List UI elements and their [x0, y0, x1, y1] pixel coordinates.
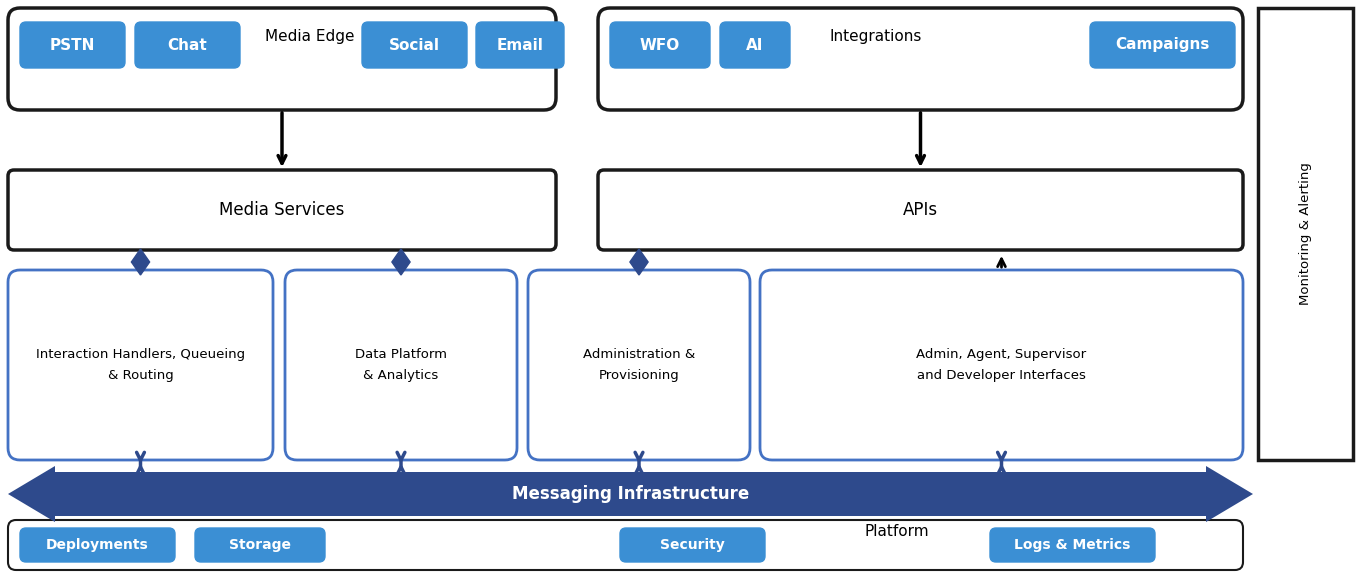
- FancyBboxPatch shape: [20, 22, 125, 68]
- FancyBboxPatch shape: [8, 270, 274, 460]
- Text: Interaction Handlers, Queueing
& Routing: Interaction Handlers, Queueing & Routing: [35, 348, 245, 382]
- Text: Storage: Storage: [229, 538, 291, 552]
- FancyBboxPatch shape: [195, 528, 325, 562]
- Text: Deployments: Deployments: [46, 538, 148, 552]
- Text: Administration &
Provisioning: Administration & Provisioning: [583, 348, 695, 382]
- Bar: [1258, 8, 1353, 460]
- Text: Campaigns: Campaigns: [1115, 38, 1210, 53]
- Text: Email: Email: [497, 38, 543, 53]
- Text: PSTN: PSTN: [50, 38, 95, 53]
- Text: Platform: Platform: [864, 524, 930, 539]
- Text: Media Edge: Media Edge: [264, 28, 354, 43]
- Text: Integrations: Integrations: [829, 28, 921, 43]
- Text: APIs: APIs: [902, 201, 938, 219]
- FancyBboxPatch shape: [20, 528, 176, 562]
- FancyBboxPatch shape: [989, 528, 1155, 562]
- FancyBboxPatch shape: [135, 22, 240, 68]
- FancyBboxPatch shape: [8, 520, 1243, 570]
- Text: Chat: Chat: [167, 38, 207, 53]
- Polygon shape: [132, 249, 150, 275]
- Polygon shape: [630, 249, 648, 275]
- Polygon shape: [1206, 466, 1253, 522]
- FancyBboxPatch shape: [597, 8, 1243, 110]
- Text: WFO: WFO: [640, 38, 680, 53]
- Polygon shape: [8, 466, 54, 522]
- FancyBboxPatch shape: [1090, 22, 1234, 68]
- Text: Security: Security: [660, 538, 725, 552]
- Text: AI: AI: [746, 38, 764, 53]
- Polygon shape: [392, 249, 410, 275]
- Bar: [53, 472, 1209, 516]
- Text: Logs & Metrics: Logs & Metrics: [1014, 538, 1131, 552]
- Text: Data Platform
& Analytics: Data Platform & Analytics: [355, 348, 446, 382]
- FancyBboxPatch shape: [621, 528, 765, 562]
- FancyBboxPatch shape: [720, 22, 789, 68]
- Text: Monitoring & Alerting: Monitoring & Alerting: [1298, 163, 1312, 305]
- FancyBboxPatch shape: [284, 270, 517, 460]
- FancyBboxPatch shape: [610, 22, 710, 68]
- Text: Admin, Agent, Supervisor
and Developer Interfaces: Admin, Agent, Supervisor and Developer I…: [916, 348, 1086, 382]
- FancyBboxPatch shape: [8, 8, 557, 110]
- FancyBboxPatch shape: [476, 22, 563, 68]
- FancyBboxPatch shape: [8, 170, 557, 250]
- Text: Social: Social: [389, 38, 440, 53]
- FancyBboxPatch shape: [528, 270, 750, 460]
- Text: Messaging Infrastructure: Messaging Infrastructure: [512, 485, 749, 503]
- FancyBboxPatch shape: [362, 22, 467, 68]
- Text: Media Services: Media Services: [219, 201, 344, 219]
- FancyBboxPatch shape: [759, 270, 1243, 460]
- FancyBboxPatch shape: [597, 170, 1243, 250]
